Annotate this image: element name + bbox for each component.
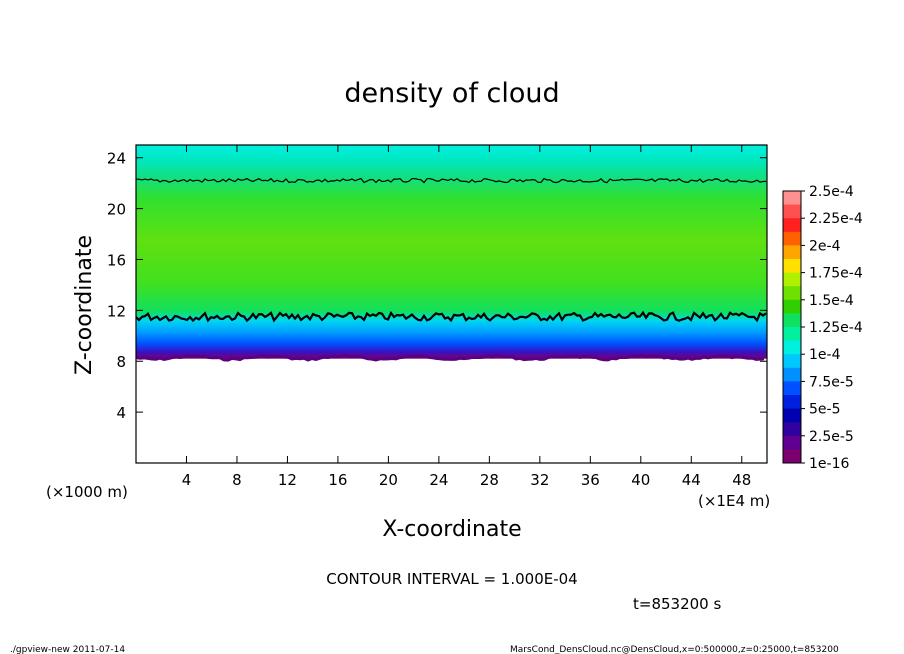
y-tick-label: 4 [116, 404, 126, 422]
x-axis-ticks: 4 8 12 16 20 24 28 32 36 40 44 48 [182, 145, 751, 489]
x-tick-label: 44 [682, 471, 701, 489]
colorbar-segment [783, 381, 801, 396]
y-tick-label: 20 [107, 201, 126, 219]
x-tick-label: 48 [732, 471, 751, 489]
y-tick-label: 12 [107, 302, 126, 320]
plot-area [135, 144, 768, 464]
colorbar-label: 1e-16 [809, 456, 849, 472]
y-axis-ticks: 4 8 12 16 20 24 [107, 150, 767, 422]
footer-right: MarsCond_DensCloud.nc@DensCloud,x=0:5000… [510, 645, 839, 654]
x-unit-label: (×1000 m) [46, 483, 128, 501]
colorbar-segment [783, 327, 801, 342]
x-tick-label: 4 [182, 471, 192, 489]
x-tick-label: 36 [581, 471, 600, 489]
cloud-bottom-edge [135, 353, 765, 362]
cloud-density-field [136, 145, 767, 359]
colorbar-label: 2e-4 [809, 238, 841, 254]
colorbar-segment [783, 340, 801, 355]
colorbar-segment [783, 408, 801, 423]
colorbar-label: 5e-5 [809, 402, 840, 418]
time-label: t=853200 s [633, 595, 721, 613]
contour-line [135, 310, 767, 323]
colorbar-segment [783, 422, 801, 437]
x-tick-label: 28 [480, 471, 499, 489]
colorbar-segment [783, 272, 801, 287]
x-tick-label: 12 [278, 471, 297, 489]
colorbar-label: 2.5e-4 [809, 184, 854, 200]
colorbar-label: 7.5e-5 [809, 374, 854, 390]
y-axis-label: Z-coordinate [72, 235, 97, 375]
y-tick-label: 16 [107, 251, 126, 269]
x-scale-note: (×1E4 m) [698, 492, 770, 510]
colorbar-segment [783, 367, 801, 382]
colorbar-segment [783, 259, 801, 274]
contour-interval-label: CONTOUR INTERVAL = 1.000E-04 [326, 570, 577, 588]
x-tick-label: 32 [530, 471, 549, 489]
colorbar-segment [783, 395, 801, 410]
chart-title: density of cloud [344, 78, 559, 109]
contour-lines [135, 177, 767, 323]
colorbar-segment [783, 299, 801, 314]
colorbar-label: 2.25e-4 [809, 211, 863, 227]
colorbar: 2.5e-4 2.25e-4 2e-4 1.75e-4 1.5e-4 1.25e-4 1e-… [782, 184, 863, 472]
x-tick-label: 40 [631, 471, 650, 489]
y-tick-label: 24 [107, 150, 126, 168]
x-tick-label: 8 [232, 471, 242, 489]
colorbar-segment [783, 218, 801, 233]
colorbar-segment [783, 354, 801, 369]
colorbar-segment [783, 286, 801, 301]
plot-frame [135, 144, 768, 464]
colorbar-label: 2.5e-5 [809, 429, 854, 445]
contour-line [136, 177, 767, 184]
colorbar-segment [783, 435, 801, 450]
colorbar-segment [783, 204, 801, 219]
colorbar-segment [783, 191, 801, 206]
x-tick-label: 20 [379, 471, 398, 489]
colorbar-segment [783, 313, 801, 328]
colorbar-label: 1.5e-4 [809, 293, 854, 309]
footer-left: ./gpview-new 2011-07-14 [10, 645, 125, 654]
colorbar-segment [783, 231, 801, 246]
x-tick-label: 16 [328, 471, 347, 489]
y-tick-label: 8 [116, 353, 126, 371]
colorbar-label: 1e-4 [809, 347, 841, 363]
colorbar-label: 1.75e-4 [809, 266, 863, 282]
colorbar-label: 1.25e-4 [809, 320, 863, 336]
colorbar-segment [783, 449, 801, 464]
x-axis-label: X-coordinate [382, 517, 521, 542]
colorbar-segment [783, 245, 801, 260]
x-tick-label: 24 [429, 471, 448, 489]
